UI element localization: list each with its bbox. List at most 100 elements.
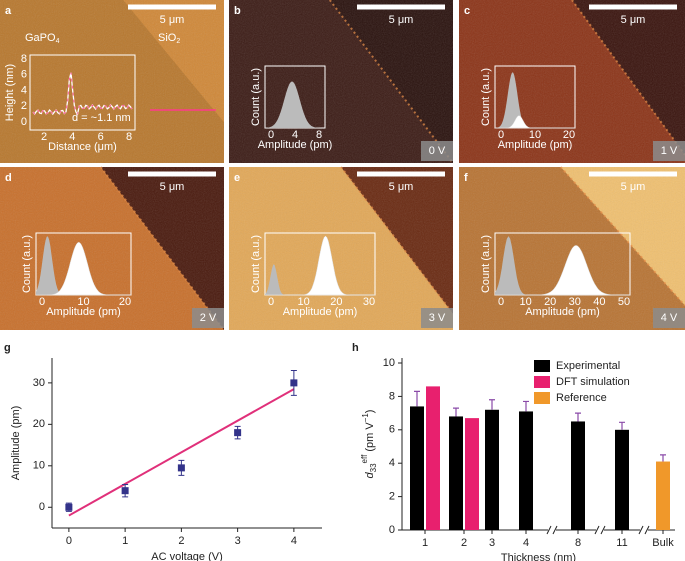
axis-break xyxy=(640,526,648,534)
legend-swatch xyxy=(534,360,550,372)
inset-tick-label: 8 xyxy=(21,53,27,65)
inset-tick-label: 0 xyxy=(268,129,274,141)
inset-x-label: Amplitude (pm) xyxy=(525,306,600,318)
x-tick-label: 3 xyxy=(489,537,495,549)
inset-y-label: Height (nm) xyxy=(4,64,16,121)
bar xyxy=(656,461,670,530)
error-bar xyxy=(575,412,581,422)
inset-tick-label: 6 xyxy=(98,131,104,143)
inset-tick-label: 0 xyxy=(498,296,504,308)
histogram xyxy=(495,236,630,295)
image-panel: f 5 μm 4 V 0 10 20 30 40 50 Count (a.u.) Amplitude… xyxy=(459,166,685,330)
voltage-box xyxy=(421,141,453,161)
panel-letter: h xyxy=(352,342,359,354)
boundary xyxy=(340,166,454,315)
inset-tick-label: 10 xyxy=(529,129,541,141)
text-part: −1 xyxy=(361,413,370,423)
y-tick-label: 0 xyxy=(39,501,45,513)
inset-note: d = ~1.1 nm xyxy=(72,112,131,124)
error-bar xyxy=(489,399,495,410)
bar xyxy=(449,416,463,530)
axis-break xyxy=(596,526,604,534)
image-noise xyxy=(0,0,224,163)
y-tick-label: 0 xyxy=(389,524,395,536)
y-tick-label: 30 xyxy=(33,377,45,389)
panel-letter: d xyxy=(5,172,12,184)
y-tick-label: 4 xyxy=(389,457,395,469)
fit-line xyxy=(68,388,295,517)
voltage-label: 0 V xyxy=(429,145,446,157)
inset-tick-label: 10 xyxy=(298,296,310,308)
inset-tick-label: 30 xyxy=(363,296,375,308)
boundary xyxy=(329,0,454,164)
scale-bar-label: 5 μm xyxy=(621,14,646,26)
profile-trace xyxy=(32,72,133,115)
panel-letter: a xyxy=(5,5,12,17)
histogram xyxy=(36,236,131,295)
panel-letter: e xyxy=(234,172,240,184)
inset-y-label: Count (a.u.) xyxy=(250,235,262,293)
error-bar xyxy=(453,407,459,417)
bar xyxy=(571,421,585,530)
x-tick-label: 11 xyxy=(616,537,627,549)
inset-tick-label: 8 xyxy=(126,131,132,143)
panel-letter: c xyxy=(464,5,470,17)
inset-x-label: Amplitude (pm) xyxy=(283,306,358,318)
bar xyxy=(485,409,499,530)
inset-tick-label: 4 xyxy=(292,129,298,141)
inset-tick-label: 10 xyxy=(519,296,531,308)
inset-tick-label: 4 xyxy=(21,84,27,96)
inset-tick-label: 0 xyxy=(39,296,45,308)
text-part: 33 xyxy=(369,463,378,472)
text-part: 2 xyxy=(176,38,180,45)
histogram xyxy=(495,245,630,296)
bar xyxy=(426,386,440,530)
inset-x-label: Amplitude (pm) xyxy=(46,306,121,318)
data-point xyxy=(290,379,298,387)
voltage-label: 4 V xyxy=(661,312,678,324)
image-noise xyxy=(459,0,685,163)
y-axis-label: Amplitude (pm) xyxy=(10,406,22,481)
voltage-box xyxy=(192,308,224,328)
x-tick-label: 1 xyxy=(122,535,128,547)
histogram xyxy=(495,72,575,128)
boundary xyxy=(100,166,225,331)
histogram xyxy=(265,81,325,128)
inset-tick-label: 10 xyxy=(77,296,89,308)
image-noise xyxy=(229,167,453,330)
x-tick-label: 2 xyxy=(178,535,184,547)
axis-break xyxy=(638,525,650,535)
material-label: SiO2 xyxy=(158,32,180,45)
x-tick-label: 4 xyxy=(291,535,297,547)
scale-bar-label: 5 μm xyxy=(160,14,185,26)
bar xyxy=(465,418,479,530)
inset-y-label: Count (a.u.) xyxy=(480,235,492,293)
axis-break xyxy=(546,525,558,535)
x-tick-label: 8 xyxy=(575,537,581,549)
panel-letter: g xyxy=(4,342,11,354)
boundary xyxy=(559,166,685,307)
voltage-label: 2 V xyxy=(200,312,217,324)
data-point xyxy=(234,429,242,437)
inset-tick-label: 4 xyxy=(69,131,75,143)
inset-tick-label: 30 xyxy=(569,296,581,308)
x-tick-label: 4 xyxy=(523,537,529,549)
legend-label: DFT simulation xyxy=(556,376,630,388)
text-part: eff xyxy=(360,454,369,464)
inset-tick-label: 2 xyxy=(41,131,47,143)
scale-bar-label: 5 μm xyxy=(621,181,646,193)
y-tick-label: 10 xyxy=(383,357,395,369)
y-tick-label: 20 xyxy=(33,418,45,430)
histogram xyxy=(265,235,375,296)
voltage-box xyxy=(653,308,685,328)
inset-tick-label: 20 xyxy=(330,296,342,308)
y-axis-label: d33eff (pm V−1) xyxy=(360,410,378,479)
voltage-label: 1 V xyxy=(661,145,678,157)
scale-bar-label: 5 μm xyxy=(389,181,414,193)
inset-x-label: Amplitude (pm) xyxy=(498,139,573,151)
y-tick-label: 2 xyxy=(389,491,395,503)
legend-swatch xyxy=(534,376,550,388)
inset-x-label: Distance (μm) xyxy=(48,141,117,153)
image-noise xyxy=(229,0,453,163)
